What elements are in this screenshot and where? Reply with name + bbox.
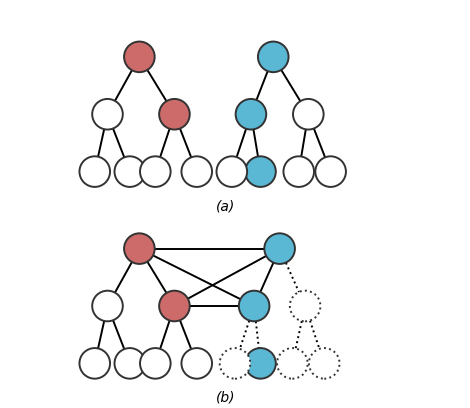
Circle shape [277, 348, 308, 379]
Circle shape [309, 348, 339, 379]
Circle shape [315, 156, 346, 187]
Circle shape [181, 348, 212, 379]
Circle shape [245, 156, 276, 187]
Circle shape [159, 290, 190, 322]
Circle shape [79, 348, 110, 379]
Circle shape [181, 156, 212, 187]
Circle shape [283, 156, 314, 187]
Circle shape [219, 348, 251, 379]
Circle shape [239, 290, 269, 322]
Circle shape [92, 290, 123, 322]
Circle shape [115, 156, 145, 187]
Circle shape [290, 290, 321, 322]
Circle shape [79, 156, 110, 187]
Circle shape [235, 99, 266, 130]
Circle shape [124, 233, 155, 264]
Circle shape [115, 348, 145, 379]
Circle shape [140, 156, 171, 187]
Text: (b): (b) [216, 391, 235, 405]
Circle shape [217, 156, 247, 187]
Circle shape [124, 42, 155, 72]
Circle shape [92, 99, 123, 130]
Circle shape [264, 233, 295, 264]
Circle shape [245, 348, 276, 379]
Circle shape [258, 42, 289, 72]
Circle shape [293, 99, 324, 130]
Circle shape [159, 99, 190, 130]
Circle shape [140, 348, 171, 379]
Text: (a): (a) [216, 199, 235, 213]
